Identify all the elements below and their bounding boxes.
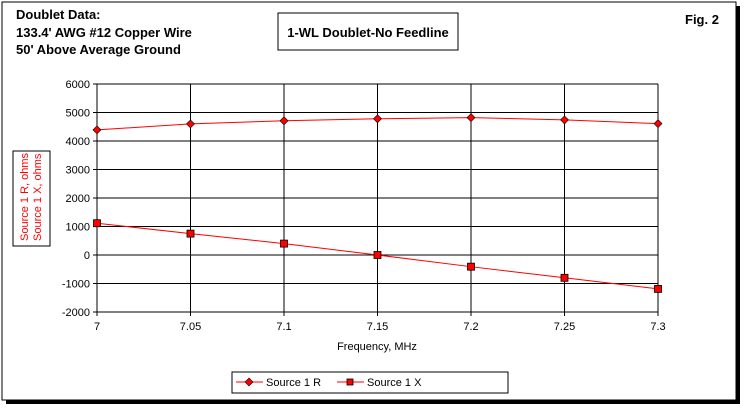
legend-square-marker [346, 378, 354, 386]
grid [93, 83, 659, 316]
x-tick-label: 7.2 [463, 321, 478, 333]
data-point-r [279, 116, 289, 126]
data-point-r [186, 119, 195, 129]
info-line-3: 50' Above Average Ground [16, 42, 181, 57]
x-tick-label: 7 [94, 321, 100, 333]
x-tick-label: 7.3 [650, 321, 665, 333]
legend-diamond-marker [244, 377, 254, 387]
info-line-1: Doublet Data: [16, 7, 101, 22]
series-layer [92, 113, 663, 293]
chart-frame [1, 1, 737, 401]
y-tick-label: 5000 [66, 108, 90, 120]
ylabel-box [12, 150, 51, 247]
legend-label-x: Source 1 X [367, 377, 422, 389]
legend: Source 1 R Source 1 X [231, 371, 509, 394]
ylabel-x: Source 1 X, ohms [32, 153, 44, 241]
y-tick-label: 2000 [66, 193, 90, 205]
tick-labels: 6000 5000 4000 3000 2000 1000 0 -1000 -2000 7 7.05… [62, 79, 666, 333]
y-tick-label: 3000 [66, 165, 90, 177]
data-point-x [186, 229, 195, 238]
data-point-x [560, 273, 569, 282]
data-point-x [93, 219, 101, 228]
x-tick-label: 7.25 [554, 321, 575, 333]
ylabel-r: Source 1 R, ohms [19, 152, 31, 241]
legend-box [231, 371, 509, 394]
data-point-x [467, 262, 475, 271]
data-point-r [653, 119, 663, 129]
title-box [277, 12, 459, 51]
x-tick-label: 7.1 [276, 321, 291, 333]
legend-label-r: Source 1 R [266, 377, 321, 389]
data-point-x [654, 285, 662, 293]
y-tick-label: -1000 [62, 279, 90, 291]
y-tick-label: 1000 [66, 222, 90, 234]
data-point-r [466, 113, 476, 123]
y-tick-label: 4000 [66, 136, 90, 148]
chart-title: 1-WL Doublet-No Feedline [287, 25, 449, 40]
y-tick-label: 6000 [66, 79, 90, 91]
info-line-2: 133.4' AWG #12 Copper Wire [16, 25, 192, 40]
data-point-r [560, 115, 569, 125]
figure-label: Fig. 2 [685, 12, 719, 27]
data-point-r [373, 114, 382, 124]
x-tick-label: 7.15 [367, 321, 388, 333]
y-tick-label: 0 [84, 250, 90, 262]
y-tick-label: -2000 [62, 307, 90, 319]
data-point-x [280, 239, 288, 248]
data-point-r [92, 125, 102, 135]
x-tick-label: 7.05 [180, 321, 201, 333]
x-axis-label: Frequency, MHz [337, 341, 417, 353]
data-point-x [373, 251, 382, 259]
